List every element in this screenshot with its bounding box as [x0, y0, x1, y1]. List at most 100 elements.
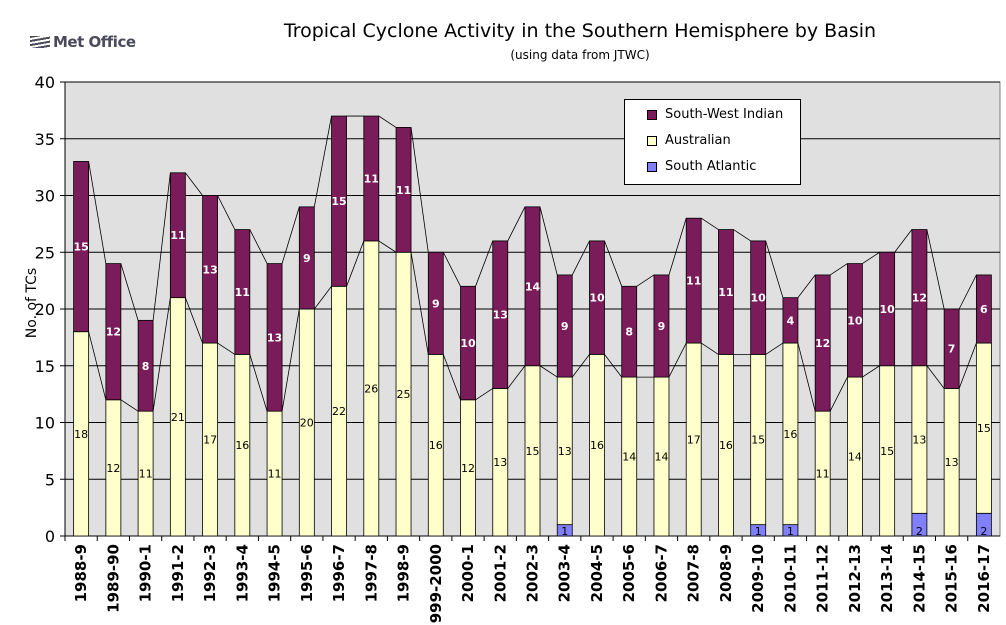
- series-line-south-west-indian: [862, 251, 880, 264]
- series-line-south-west-indian: [507, 206, 526, 242]
- series-line-australian: [668, 342, 687, 378]
- data-label-australian: 11: [268, 468, 282, 481]
- series-line-australian: [604, 354, 623, 378]
- x-tick-label: 2016-17: [975, 544, 993, 613]
- bar-south-west-indian-1991-2: [169, 172, 186, 299]
- x-tick-label: 2006-7: [652, 544, 670, 602]
- x-tick-label: 2007-8: [685, 544, 703, 602]
- series-line-south-west-indian: [700, 217, 719, 230]
- series-line-australian: [281, 308, 300, 412]
- bar-south-west-indian-1994-5: [266, 263, 283, 412]
- x-tick-label: 2012-13: [846, 544, 864, 613]
- data-label-south-west-indian: 12: [106, 326, 121, 339]
- series-line-south-west-indian: [894, 229, 913, 253]
- data-label-australian: 13: [558, 445, 572, 458]
- series-line-australian: [958, 342, 977, 389]
- series-line-australian: [862, 365, 880, 378]
- series-line-australian: [797, 342, 816, 412]
- data-label-australian: 13: [945, 456, 959, 469]
- bar-south-west-indian-2009-10: [750, 240, 767, 355]
- bar-south-west-indian-2010-11: [782, 297, 799, 344]
- data-label-south-west-indian: 10: [460, 337, 476, 350]
- data-label-australian: 16: [783, 428, 797, 441]
- data-label-south-west-indian: 10: [589, 292, 605, 305]
- data-label-south-west-indian: 9: [303, 252, 311, 265]
- x-tick-label: 1989-90: [104, 544, 122, 613]
- series-line-australian: [313, 286, 332, 310]
- series-line-south-west-indian: [636, 274, 655, 287]
- data-label-australian: 17: [203, 434, 217, 447]
- data-label-south-west-indian: 10: [879, 303, 895, 316]
- x-tick-label: 2009-10: [749, 544, 767, 613]
- data-label-australian: 11: [139, 468, 153, 481]
- chart-subtitle: (using data from JTWC): [510, 48, 650, 62]
- data-label-south-west-indian: 11: [686, 275, 701, 288]
- series-line-south-west-indian: [313, 115, 332, 207]
- bar-south-west-indian-2003-4: [556, 274, 573, 378]
- logo-text: Met Office: [53, 33, 136, 51]
- series-line-south-west-indian: [88, 161, 107, 264]
- legend-label-australian: Australian: [665, 133, 731, 148]
- series-line-australian: [88, 331, 107, 400]
- data-label-south-west-indian: 11: [364, 172, 379, 185]
- series-line-south-west-indian: [249, 229, 268, 264]
- data-label-australian: 16: [429, 439, 443, 452]
- data-label-south-west-indian: 11: [396, 184, 411, 197]
- data-label-australian: 15: [526, 445, 540, 458]
- data-label-south-west-indian: 15: [73, 241, 88, 254]
- bar-south-west-indian-1989-90: [105, 263, 122, 401]
- x-tick-label: 1993-4: [233, 544, 251, 602]
- y-tick-label: 5: [45, 470, 55, 489]
- bar-south-west-indian-2002-3: [524, 206, 541, 367]
- bar-south-west-indian-2013-14: [879, 251, 896, 367]
- series-line-australian: [249, 354, 268, 412]
- data-label-south-west-indian: 9: [658, 320, 666, 333]
- series-line-australian: [765, 342, 784, 355]
- data-label-australian: 14: [622, 451, 636, 464]
- bar-south-west-indian-2000-1: [460, 285, 476, 401]
- data-label-australian: 16: [235, 439, 249, 452]
- legend-item-australian: Australian: [647, 133, 731, 148]
- series-line-south-west-indian: [185, 172, 203, 196]
- x-tick-label: 1996-7: [330, 544, 348, 602]
- series-line-south-west-indian: [378, 115, 397, 128]
- data-label-south-west-indian: 11: [718, 286, 733, 299]
- series-line-australian: [217, 342, 236, 355]
- series-line-south-west-indian: [733, 229, 751, 242]
- bar-south-west-indian-2005-6: [621, 285, 638, 378]
- data-label-south-west-indian: 10: [847, 314, 863, 327]
- data-label-australian: 13: [912, 434, 926, 447]
- data-label-south-atlantic: 1: [561, 525, 568, 538]
- x-tick-label: 2005-6: [620, 544, 638, 602]
- x-tick-label: 2004-5: [588, 544, 606, 602]
- bar-south-west-indian-2001-2: [492, 240, 509, 389]
- bar-south-west-indian-1998-9: [395, 127, 412, 253]
- series-line-south-west-indian: [281, 206, 300, 264]
- series-line-south-west-indian: [604, 240, 623, 287]
- series-line-australian: [700, 342, 719, 355]
- series-line-south-west-indian: [120, 263, 139, 321]
- bar-south-west-indian-2015-16: [943, 308, 960, 389]
- y-tick-label: 10: [35, 414, 55, 433]
- legend-label-south-west-indian: South-West Indian: [665, 107, 784, 122]
- data-label-south-west-indian: 9: [432, 297, 440, 310]
- series-line-south-west-indian: [829, 263, 848, 276]
- data-label-south-west-indian: 7: [948, 343, 956, 356]
- series-line-australian: [926, 365, 945, 389]
- data-label-south-west-indian: 4: [787, 314, 795, 327]
- data-label-south-west-indian: 14: [525, 280, 541, 293]
- series-line-australian: [539, 365, 558, 378]
- bar-south-west-indian-1997-8: [363, 115, 380, 242]
- series-line-australian: [442, 354, 461, 400]
- x-tick-label: 1992-3: [201, 544, 219, 602]
- data-label-south-west-indian: 6: [980, 303, 988, 316]
- series-line-south-west-indian: [926, 229, 945, 310]
- x-tick-label: 1988-9: [72, 544, 90, 602]
- x-tick-label: 2013-14: [878, 544, 896, 613]
- bar-south-west-indian-1996-7: [331, 115, 347, 287]
- series-line-south-west-indian: [765, 240, 784, 298]
- bar-south-west-indian-2007-8: [685, 217, 702, 344]
- data-label-south-west-indian: 13: [493, 309, 508, 322]
- series-line-australian: [378, 240, 397, 253]
